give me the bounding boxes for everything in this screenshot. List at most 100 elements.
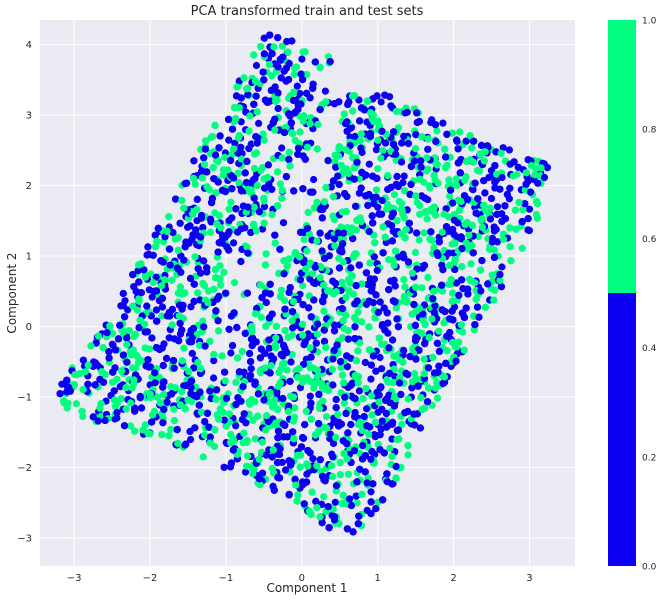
- scatter-point: [290, 187, 297, 194]
- scatter-point: [225, 137, 232, 144]
- scatter-point: [474, 195, 481, 202]
- scatter-point: [297, 276, 304, 283]
- scatter-point: [260, 195, 267, 202]
- scatter-point: [351, 323, 358, 330]
- scatter-point: [366, 259, 373, 266]
- scatter-point: [480, 202, 487, 209]
- scatter-point: [364, 98, 371, 105]
- scatter-point: [116, 322, 123, 329]
- scatter-point: [251, 175, 258, 182]
- scatter-point: [333, 396, 340, 403]
- scatter-point: [256, 475, 263, 482]
- scatter-point: [314, 321, 321, 328]
- scatter-point: [104, 329, 111, 336]
- scatter-point: [212, 274, 219, 281]
- scatter-point: [314, 145, 321, 152]
- scatter-point: [454, 219, 461, 226]
- scatter-point: [73, 400, 80, 407]
- scatter-point: [231, 309, 238, 316]
- scatter-point: [232, 401, 239, 408]
- scatter-point: [317, 106, 324, 113]
- scatter-point: [159, 419, 166, 426]
- scatter-point: [326, 524, 333, 531]
- scatter-point: [220, 409, 227, 416]
- scatter-point: [405, 395, 412, 402]
- scatter-point: [487, 215, 494, 222]
- scatter-point: [391, 393, 398, 400]
- scatter-point: [376, 211, 383, 218]
- scatter-point: [186, 338, 193, 345]
- scatter-point: [374, 389, 381, 396]
- scatter-point: [270, 355, 277, 362]
- scatter-point: [300, 48, 307, 55]
- scatter-point: [340, 317, 347, 324]
- scatter-point: [279, 154, 286, 161]
- scatter-point: [329, 473, 336, 480]
- scatter-point: [269, 211, 276, 218]
- scatter-point: [95, 417, 102, 424]
- scatter-point: [304, 463, 311, 470]
- scatter-point: [396, 356, 403, 363]
- scatter-point: [342, 146, 349, 153]
- scatter-point: [357, 418, 364, 425]
- scatter-point: [289, 317, 296, 324]
- scatter-point: [305, 304, 312, 311]
- scatter-point: [506, 224, 513, 231]
- scatter-point: [479, 224, 486, 231]
- scatter-point: [362, 172, 369, 179]
- scatter-point: [363, 422, 370, 429]
- scatter-point: [358, 185, 365, 192]
- scatter-point: [446, 329, 453, 336]
- scatter-point: [507, 243, 514, 250]
- scatter-point: [277, 180, 284, 187]
- scatter-point: [378, 425, 385, 432]
- scatter-point: [373, 186, 380, 193]
- scatter-point: [389, 336, 396, 343]
- scatter-point: [412, 192, 419, 199]
- scatter-point: [123, 335, 130, 342]
- scatter-point: [368, 498, 375, 505]
- scatter-point: [211, 122, 218, 129]
- scatter-point: [490, 297, 497, 304]
- scatter-point: [283, 78, 290, 85]
- scatter-point: [375, 399, 382, 406]
- scatter-point: [544, 164, 551, 171]
- scatter-point: [168, 390, 175, 397]
- scatter-point: [230, 239, 237, 246]
- scatter-point: [178, 197, 185, 204]
- scatter-point: [244, 290, 251, 297]
- scatter-point: [161, 276, 168, 283]
- scatter-point: [204, 299, 211, 306]
- scatter-point: [210, 351, 217, 358]
- scatter-point: [177, 401, 184, 408]
- scatter-point: [200, 257, 207, 264]
- scatter-point: [356, 117, 363, 124]
- scatter-point: [326, 288, 333, 295]
- scatter-point: [291, 404, 298, 411]
- scatter-point: [471, 321, 478, 328]
- scatter-point: [439, 120, 446, 127]
- scatter-point: [441, 211, 448, 218]
- scatter-point: [294, 491, 301, 498]
- scatter-point: [336, 143, 343, 150]
- scatter-point: [313, 504, 320, 511]
- scatter-point: [272, 335, 279, 342]
- scatter-point: [351, 176, 358, 183]
- scatter-point: [468, 144, 475, 151]
- scatter-point: [434, 369, 441, 376]
- scatter-point: [319, 214, 326, 221]
- scatter-point: [203, 168, 210, 175]
- scatter-point: [264, 174, 271, 181]
- scatter-point: [321, 255, 328, 262]
- scatter-point: [298, 71, 305, 78]
- scatter-point: [315, 391, 322, 398]
- scatter-point: [266, 391, 273, 398]
- scatter-point: [527, 189, 534, 196]
- scatter-point: [408, 163, 415, 170]
- scatter-point: [541, 174, 548, 181]
- scatter-point: [408, 384, 415, 391]
- scatter-point: [375, 309, 382, 316]
- scatter-point: [506, 185, 513, 192]
- scatter-point: [534, 200, 541, 207]
- scatter-point: [223, 395, 230, 402]
